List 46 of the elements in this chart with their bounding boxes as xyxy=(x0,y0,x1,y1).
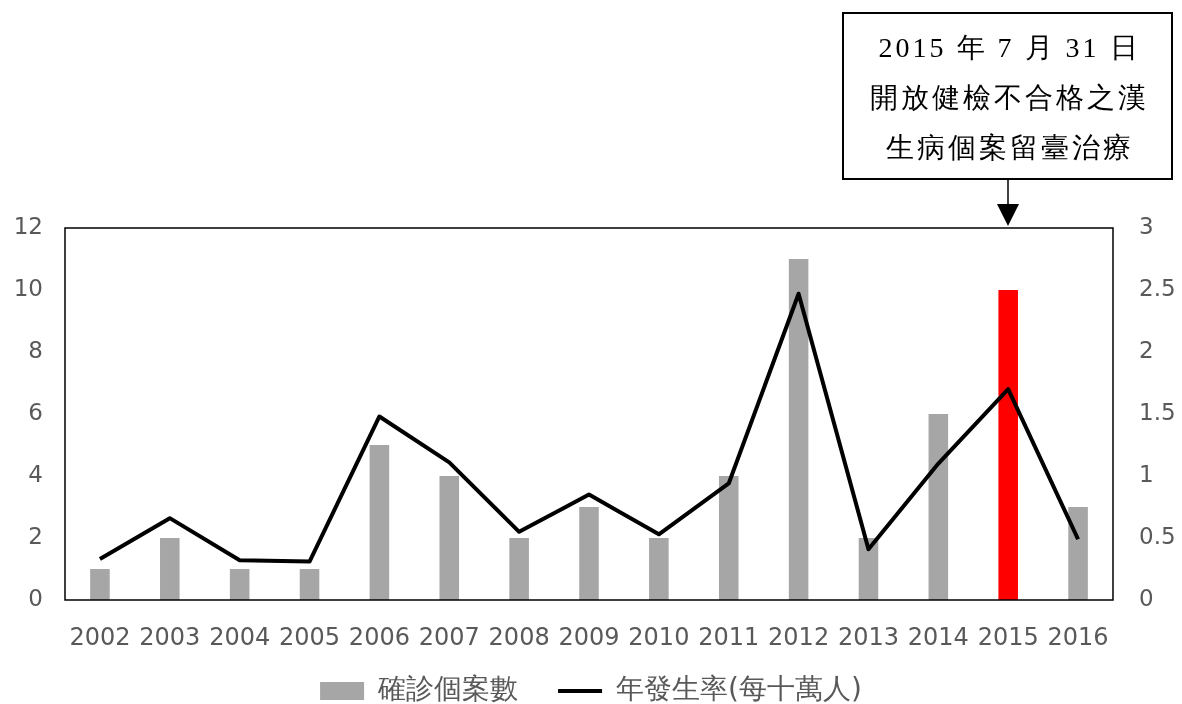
text: 2015 年 7 月 31 日開放健檢不合格之漢生病個案留臺治療 xyxy=(869,31,1150,165)
bar xyxy=(718,476,739,600)
x-tick-label: 2009 xyxy=(558,622,620,651)
bar xyxy=(998,290,1018,600)
bar xyxy=(90,569,110,600)
y2-tick-label: 2.5 xyxy=(1139,274,1176,301)
y-tick-label: 12 xyxy=(13,212,43,239)
legend-label: 確診個案數 xyxy=(377,672,519,704)
x-tick-label: 2004 xyxy=(209,622,271,651)
bar xyxy=(928,414,949,600)
x-tick-label: 2008 xyxy=(488,622,550,651)
x-tick-label: 2006 xyxy=(348,622,410,651)
bar xyxy=(299,569,320,600)
y-tick-label: 0 xyxy=(28,584,43,611)
x-tick-label: 2016 xyxy=(1047,622,1109,651)
x-tick-label: 2003 xyxy=(139,622,201,651)
legend-label: 年發生率(每十萬人) xyxy=(616,672,862,704)
y2-tick-label: 3 xyxy=(1139,212,1154,239)
y-tick-label: 8 xyxy=(28,336,43,363)
y2-tick-label: 0.5 xyxy=(1139,522,1176,549)
x-tick-label: 2011 xyxy=(698,622,760,651)
x-tick-label: 2012 xyxy=(768,622,830,651)
x-tick-label: 2007 xyxy=(418,622,480,651)
bar xyxy=(439,476,460,600)
bar xyxy=(1068,507,1088,600)
x-tick-label: 2015 xyxy=(977,622,1039,651)
y2-tick-label: 1 xyxy=(1139,460,1154,487)
y-tick-label: 2 xyxy=(28,522,43,549)
bar xyxy=(509,538,529,600)
bar xyxy=(579,507,599,600)
y2-tick-label: 2 xyxy=(1139,336,1154,363)
x-tick-label: 2013 xyxy=(837,622,900,651)
y-tick-label: 6 xyxy=(28,398,43,425)
bar xyxy=(788,259,809,600)
bar xyxy=(369,445,390,600)
x-tick-label: 2010 xyxy=(628,622,690,651)
x-tick-label: 2005 xyxy=(278,622,341,651)
bar xyxy=(229,569,250,600)
y2-tick-label: 0 xyxy=(1139,584,1154,611)
y2-tick-label: 1.5 xyxy=(1139,398,1176,425)
x-tick-label: 2014 xyxy=(907,622,969,651)
x-tick-label: 2002 xyxy=(69,622,131,651)
bar xyxy=(160,538,180,600)
y-tick-label: 10 xyxy=(13,274,43,301)
y-tick-label: 4 xyxy=(28,460,43,487)
bar xyxy=(649,538,669,600)
